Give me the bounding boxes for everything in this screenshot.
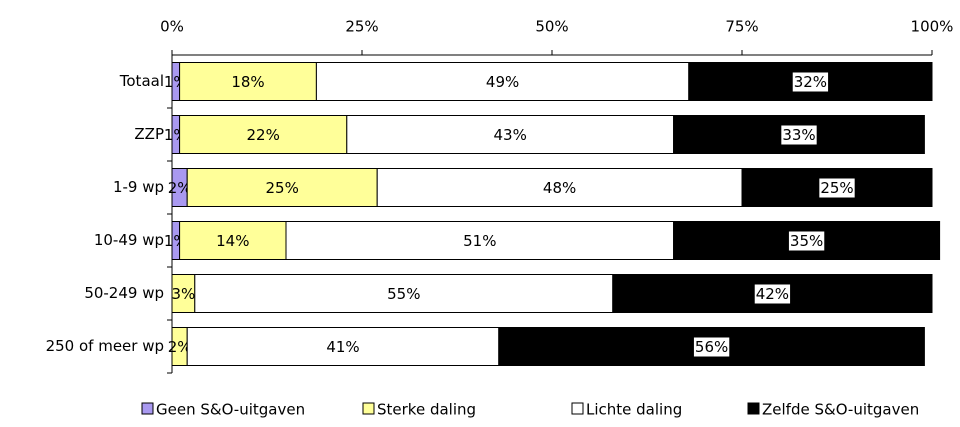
bar-segment [346,115,675,154]
x-tick-label: 75% [725,18,758,36]
data-label-bg [754,284,791,304]
data-label: 49% [486,73,519,91]
data-label: 2% [168,179,192,197]
data-label-bg [693,337,730,357]
y-tick-label: 10-49 wp [94,231,164,249]
x-tick-label: 100% [911,18,954,36]
bar-segment [186,327,500,366]
data-label: 25% [820,179,853,197]
bar-segment [376,168,743,207]
data-label: 51% [463,232,496,250]
data-label: 56% [695,338,728,356]
y-tick-label: 1-9 wp [113,178,164,196]
data-label-bg [788,231,825,251]
data-label: 42% [756,285,789,303]
data-label: 14% [216,232,249,250]
legend-label: Zelfde S&O-uitgaven [762,401,919,419]
data-label: 25% [266,179,299,197]
data-label-bg [781,125,817,145]
data-label: 43% [494,126,527,144]
x-tick-label: 50% [535,18,568,36]
data-label: 35% [790,232,823,250]
data-label: 55% [387,285,420,303]
bar-segment [285,221,675,260]
legend-swatch [747,402,760,415]
data-label: 48% [543,179,576,197]
bar-segment [179,115,348,154]
legend-swatch [571,402,584,415]
y-tick-label: 50-249 wp [84,284,164,302]
data-label: 3% [172,285,196,303]
legend-label: Sterke daling [377,401,476,419]
bar-segment [179,221,287,260]
data-label: 41% [326,338,359,356]
bar-segment [315,62,690,101]
y-tick-label: Totaal [119,72,164,90]
legend-label: Lichte daling [586,401,682,419]
y-tick-label: 250 of meer wp [46,337,164,355]
y-tick-label: ZZP [134,125,164,143]
bar-segment [179,62,317,101]
bar-segment [186,168,378,207]
data-label: 18% [231,73,264,91]
data-label-bg [792,72,829,92]
x-tick-label: 25% [345,18,378,36]
legend-swatch [141,402,154,415]
legend-label: Geen S&O-uitgaven [156,401,305,419]
data-label: 33% [782,126,815,144]
data-label: 2% [168,338,192,356]
data-label: 22% [247,126,280,144]
data-label-bg [819,178,855,198]
data-label: 32% [794,73,827,91]
x-tick-label: 0% [160,18,184,36]
legend-swatch [362,402,375,415]
